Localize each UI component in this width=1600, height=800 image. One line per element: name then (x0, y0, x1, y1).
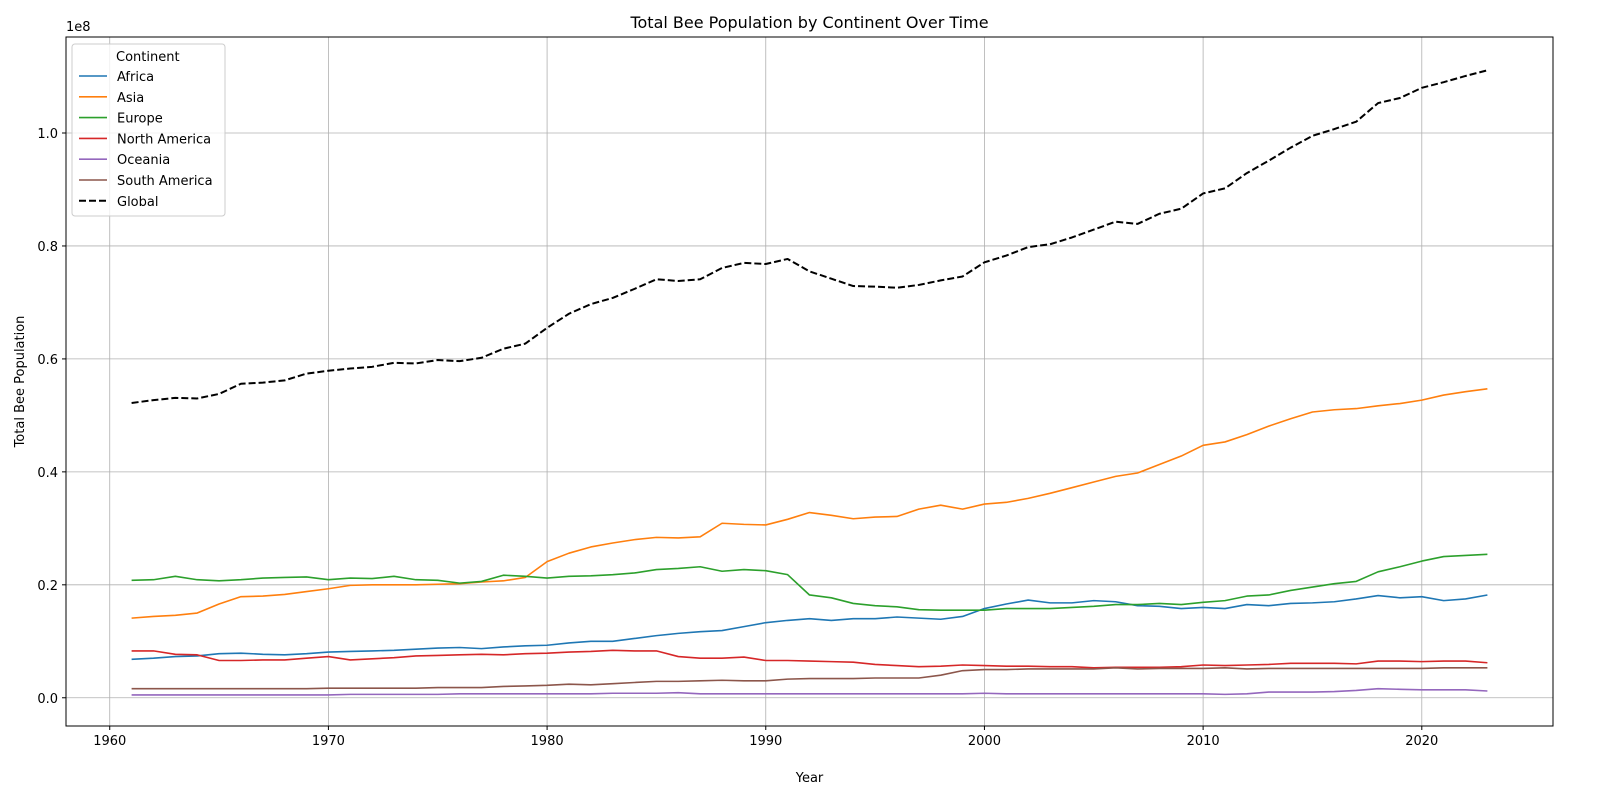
x-tick-label: 1960 (93, 734, 126, 749)
series-line-oceania (131, 687, 1488, 696)
legend-entry-label: North America (117, 132, 211, 147)
x-tick-label: 2020 (1405, 734, 1438, 749)
legend-entry-label: Oceania (117, 153, 170, 168)
x-axis-label: Year (795, 771, 824, 786)
series-line-south-america (131, 667, 1488, 690)
x-tick-label: 2000 (968, 734, 1001, 749)
y-tick-label: 0.4 (37, 466, 58, 481)
plot-frame (65, 36, 1554, 727)
x-tick-label: 1990 (749, 734, 782, 749)
chart-title: Total Bee Population by Continent Over T… (629, 13, 988, 32)
legend-box (71, 43, 226, 217)
y-offset-label: 1e8 (66, 20, 91, 35)
x-tick-label: 2010 (1187, 734, 1220, 749)
legend-entry-label: South America (117, 174, 213, 189)
y-axis-label: Total Bee Population (13, 316, 28, 449)
legend: Continent Africa Asia Europe North America O… (71, 43, 226, 217)
series-line-global (131, 69, 1488, 404)
y-tick-label: 0.8 (37, 240, 58, 255)
y-tick-label: 0.0 (37, 692, 58, 707)
grid (66, 37, 1553, 726)
legend-title: Continent (116, 50, 180, 65)
series-line-asia (131, 388, 1488, 619)
y-tick-label: 0.6 (37, 353, 58, 368)
y-axis-ticks: 0.0 0.2 0.4 0.6 0.8 1.0 (37, 127, 66, 707)
series-line-europe (131, 553, 1488, 612)
series-line-africa (131, 594, 1488, 661)
x-tick-label: 1980 (531, 734, 564, 749)
legend-entry-label: Asia (117, 91, 144, 106)
x-tick-label: 1970 (312, 734, 345, 749)
y-tick-label: 0.2 (37, 579, 58, 594)
series-line-north-america (131, 649, 1488, 669)
series-lines (131, 69, 1488, 696)
legend-entry-label: Africa (117, 70, 154, 85)
x-axis-ticks: 1960 1970 1980 1990 2000 2010 2020 (93, 726, 1438, 749)
legend-entry-label: Europe (117, 112, 163, 127)
legend-entry-label: Global (117, 195, 158, 210)
y-tick-label: 1.0 (37, 127, 58, 142)
